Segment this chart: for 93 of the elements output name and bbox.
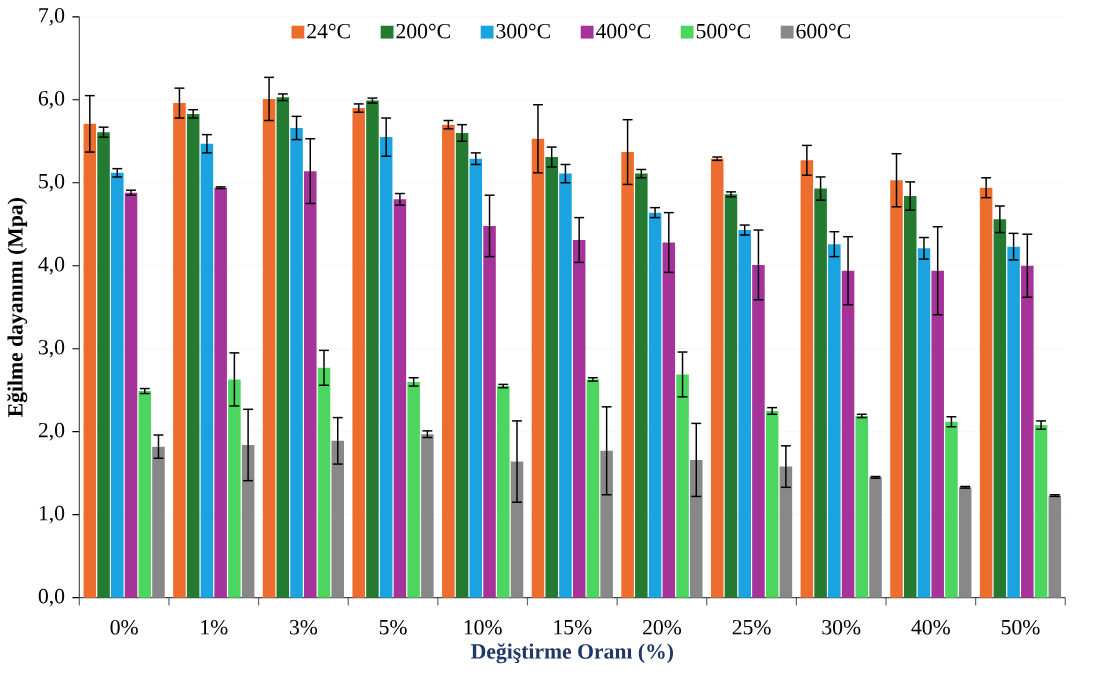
bar — [531, 139, 545, 598]
bar — [352, 108, 365, 598]
bar — [200, 144, 214, 598]
bar — [317, 368, 331, 598]
bar — [855, 416, 869, 598]
bar — [958, 487, 972, 598]
bar — [421, 434, 434, 598]
legend-label: 24°C — [307, 24, 350, 39]
bar — [276, 97, 290, 598]
bar — [559, 173, 572, 598]
bar — [469, 158, 483, 598]
bar — [635, 173, 648, 598]
x-tick-label: 25% — [732, 620, 771, 635]
bar — [917, 248, 931, 598]
x-tick-label: 3% — [290, 620, 318, 635]
bar — [765, 411, 779, 598]
bar — [1048, 495, 1062, 598]
bar — [676, 374, 689, 598]
x-tick-label: 20% — [643, 620, 682, 635]
y-tick-label: 1,0 — [39, 506, 65, 524]
legend-label: 600°C — [796, 24, 850, 39]
bar — [586, 379, 600, 598]
bar — [800, 160, 814, 598]
y-tick-label: 2,0 — [38, 423, 65, 441]
bar — [214, 187, 227, 598]
bar — [442, 124, 455, 598]
legend-label: 300°C — [496, 24, 550, 39]
bar — [572, 240, 586, 598]
bar — [331, 441, 345, 598]
bar — [111, 173, 124, 598]
bar — [262, 99, 276, 598]
bar — [228, 379, 241, 598]
bar — [393, 199, 407, 598]
legend-label: 400°C — [595, 24, 650, 39]
bar — [814, 188, 827, 598]
bar — [710, 158, 724, 598]
bar — [366, 100, 379, 598]
bar — [173, 103, 186, 598]
bar — [903, 196, 917, 598]
bar — [241, 445, 255, 598]
bar — [689, 460, 703, 598]
bar — [455, 133, 469, 598]
x-tick-label: 0% — [110, 620, 138, 635]
bar — [379, 137, 393, 598]
bar — [186, 114, 200, 598]
bar — [138, 391, 152, 598]
bar — [621, 152, 634, 598]
bar — [83, 124, 97, 598]
bar — [97, 132, 110, 598]
bar — [510, 461, 524, 598]
bar — [483, 226, 496, 598]
y-tick-label: 6,0 — [38, 91, 65, 109]
bar — [931, 270, 944, 598]
bar — [779, 466, 793, 598]
x-tick-label: 1% — [201, 620, 228, 635]
bar — [979, 187, 993, 598]
bar — [648, 212, 662, 598]
bar — [945, 422, 958, 598]
y-tick-label: 0,0 — [38, 589, 65, 607]
legend-label: 200°C — [396, 24, 450, 39]
bar — [124, 192, 138, 598]
bar — [662, 242, 676, 598]
bar — [890, 180, 903, 598]
y-tick-label: 7,0 — [39, 8, 65, 26]
x-tick-label: 50% — [1001, 620, 1040, 635]
bar — [1034, 425, 1048, 598]
bar — [152, 446, 165, 598]
y-tick-label: 4,0 — [38, 257, 65, 275]
x-axis-title: Değiştirme Oranı (%) — [471, 643, 673, 664]
bar — [738, 230, 751, 598]
bar — [841, 270, 855, 598]
y-tick-label: 5,0 — [39, 174, 65, 192]
y-axis-title: Eğilme dayanımı (Mpa) — [7, 198, 28, 418]
bar — [869, 477, 882, 598]
bar — [290, 128, 303, 598]
bar — [497, 386, 510, 598]
y-tick-label: 3,0 — [38, 340, 65, 358]
x-tick-label: 40% — [911, 620, 950, 635]
x-tick-label: 30% — [822, 620, 861, 635]
bar — [828, 244, 841, 598]
bar — [993, 219, 1007, 598]
bar — [545, 157, 558, 598]
bar — [752, 265, 765, 598]
bar — [1007, 246, 1020, 598]
bar — [600, 451, 613, 598]
bar — [304, 171, 317, 598]
bar — [407, 382, 420, 598]
bar — [1021, 265, 1034, 598]
x-tick-label: 5% — [379, 620, 407, 635]
bar — [724, 194, 738, 598]
legend-label: 500°C — [696, 24, 750, 39]
x-tick-label: 15% — [554, 620, 592, 635]
x-tick-label: 10% — [464, 620, 502, 635]
